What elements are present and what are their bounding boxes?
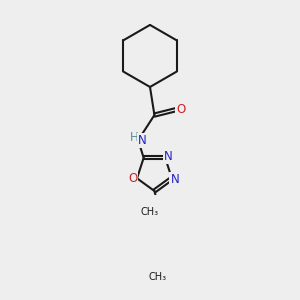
Text: CH₃: CH₃ [141, 207, 159, 218]
Text: H: H [129, 131, 138, 144]
Text: O: O [176, 103, 186, 116]
Text: N: N [164, 150, 172, 163]
Text: CH₃: CH₃ [148, 272, 166, 282]
Text: O: O [128, 172, 137, 185]
Text: N: N [138, 134, 147, 147]
Text: N: N [170, 173, 179, 186]
